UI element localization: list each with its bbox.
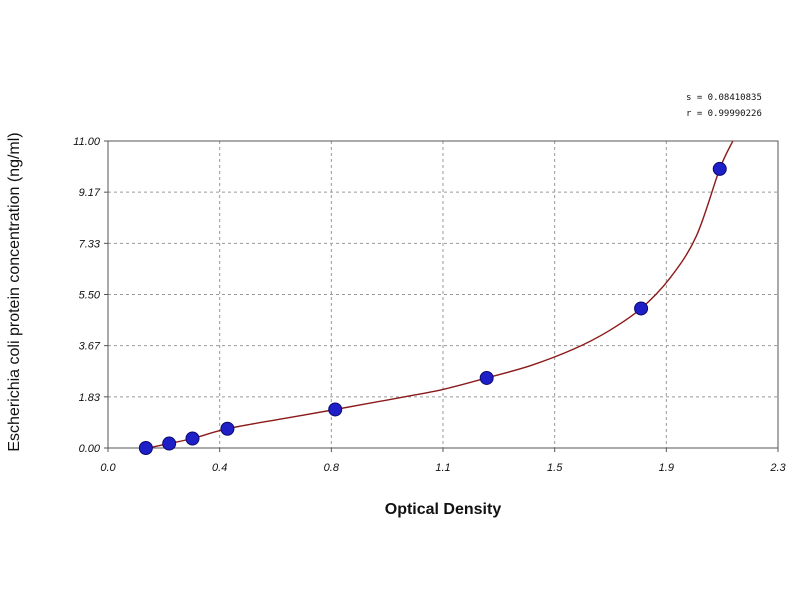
tick-labels: 0.0 0.4 0.8 1.1 1.5 1.9 2.3 0.00 1.83 3.67 5.50 7.3… <box>73 136 786 474</box>
x-tick-label: 1.5 <box>547 462 563 474</box>
y-tick-label: 9.17 <box>79 187 101 199</box>
y-tick-label: 5.50 <box>79 290 101 302</box>
data-point <box>634 301 649 316</box>
x-tick-label: 1.1 <box>435 462 450 474</box>
data-point <box>220 421 235 436</box>
data-point <box>712 161 727 176</box>
y-tick-label: 0.00 <box>79 443 101 455</box>
grid <box>108 141 778 448</box>
y-tick-label: 3.67 <box>79 341 101 353</box>
x-tick-label: 2.3 <box>769 462 786 474</box>
x-tick-label: 0.0 <box>100 462 116 474</box>
y-tick-label: 7.33 <box>79 238 101 250</box>
x-tick-label: 0.4 <box>212 462 227 474</box>
data-point <box>479 370 494 385</box>
y-axis-title: Escherichia coli protein concentration (… <box>6 132 23 451</box>
x-tick-label: 1.9 <box>659 462 674 474</box>
x-axis-title: Optical Density <box>385 501 502 518</box>
data-point <box>328 402 343 417</box>
data-point <box>138 441 153 455</box>
y-tick-label: 11.00 <box>73 136 101 148</box>
data-point <box>162 436 177 451</box>
x-tick-label: 0.8 <box>324 462 340 474</box>
stat-r: r = 0.99990226 <box>686 109 762 119</box>
data-point <box>185 431 200 446</box>
stat-s: s = 0.08410835 <box>686 93 762 103</box>
data-points <box>138 161 727 455</box>
y-tick-label: 1.83 <box>79 392 101 404</box>
